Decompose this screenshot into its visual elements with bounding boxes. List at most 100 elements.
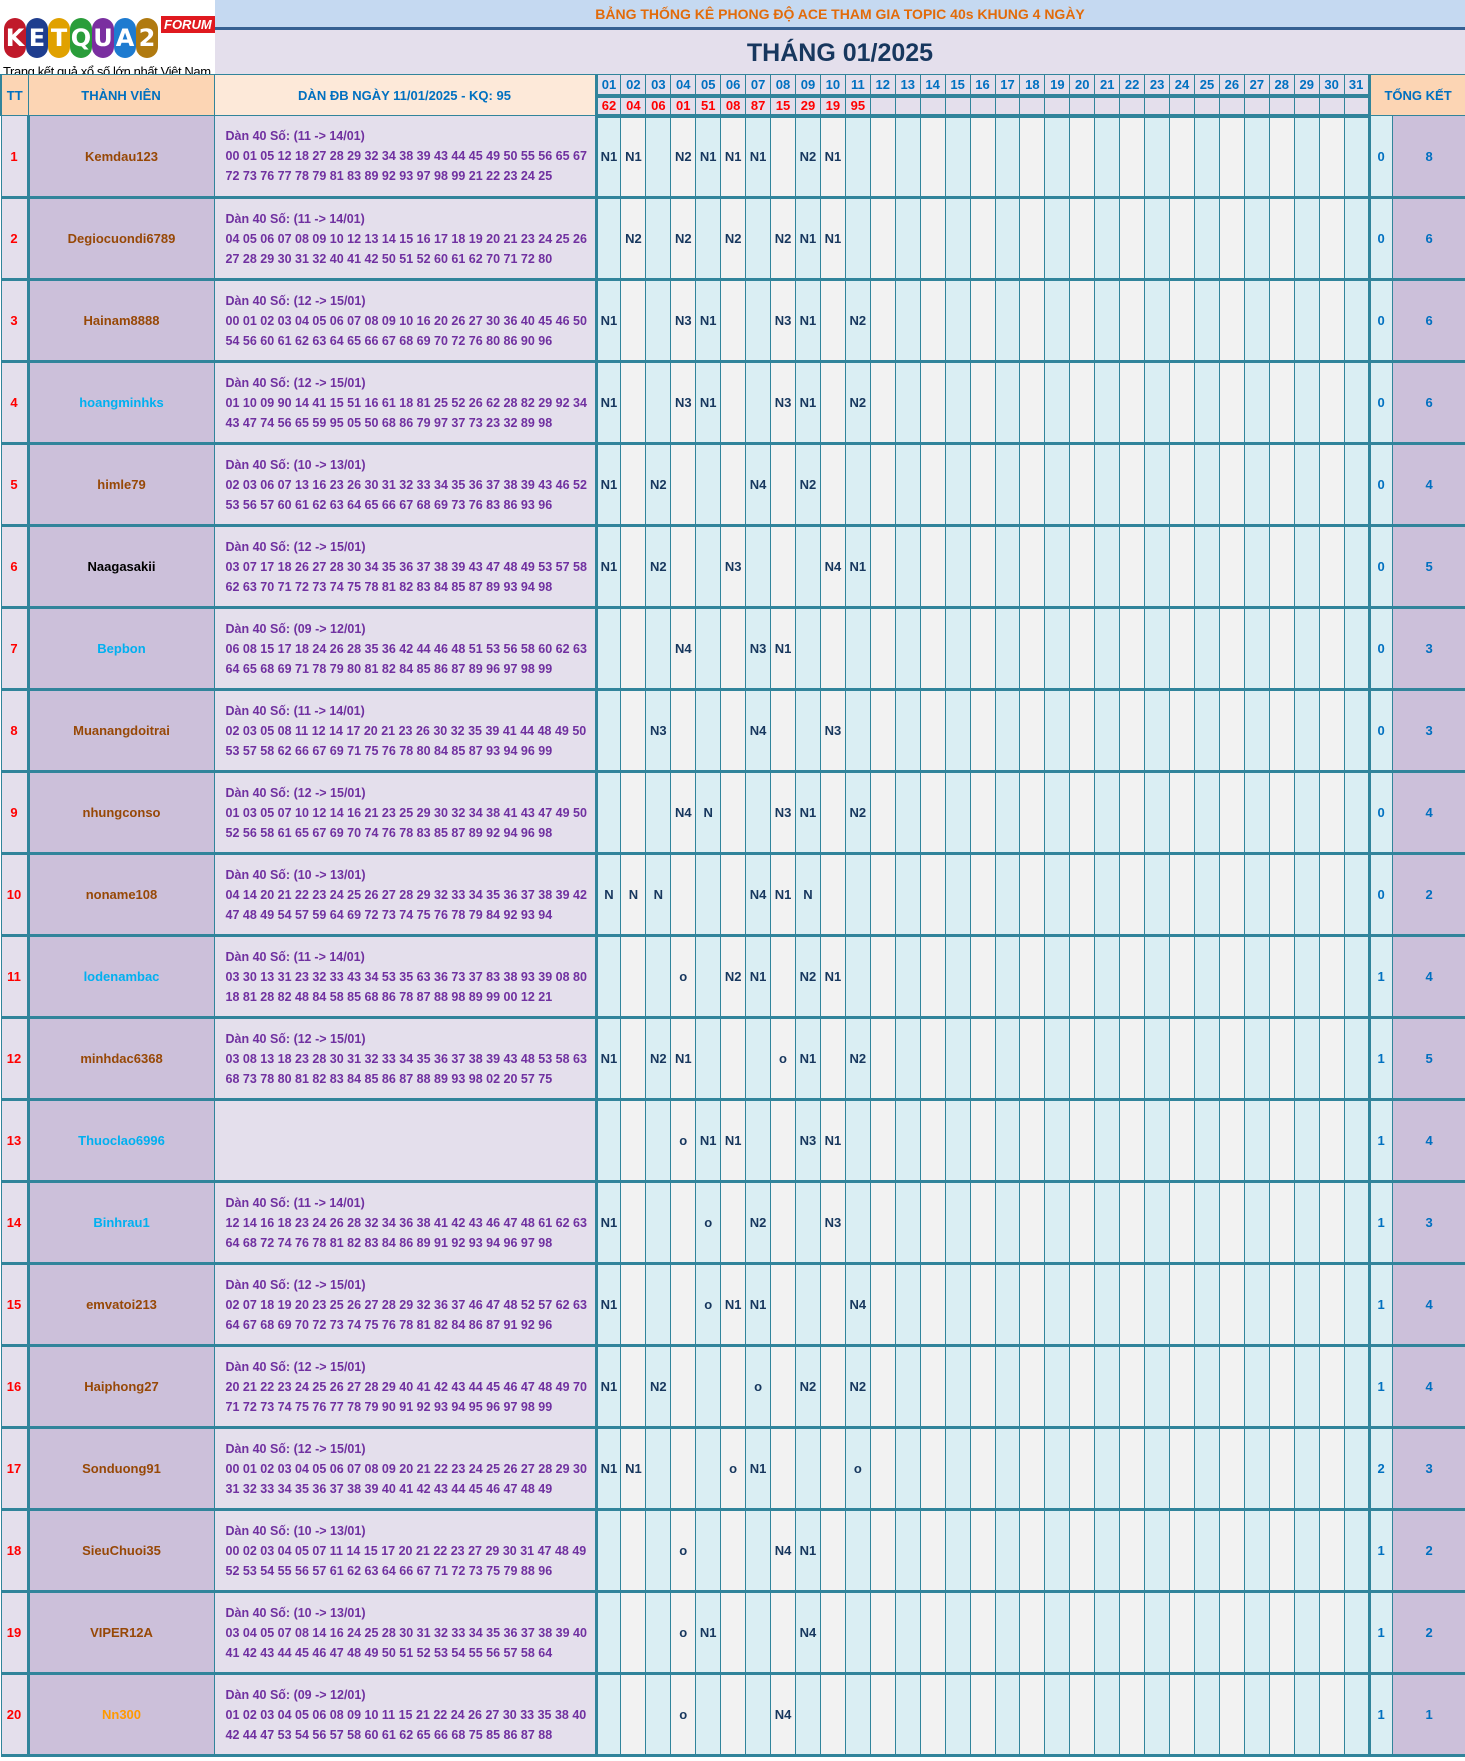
- day-mark: N1: [595, 279, 622, 363]
- day-mark: [1119, 115, 1146, 199]
- member-name[interactable]: Binhrau1: [27, 1181, 215, 1265]
- day-mark: [1044, 1509, 1071, 1593]
- day-mark: [844, 607, 871, 691]
- row-number: 4: [0, 361, 30, 445]
- member-name[interactable]: VIPER12A: [27, 1591, 215, 1675]
- day-mark: [869, 1263, 896, 1347]
- day-mark: [944, 1263, 971, 1347]
- day-mark: N3: [770, 771, 796, 855]
- day-result: [1019, 95, 1046, 118]
- day-mark: o: [670, 935, 697, 1019]
- day-mark: [745, 1673, 772, 1757]
- day-mark: [745, 1017, 772, 1101]
- day-header: 02: [620, 74, 647, 98]
- day-mark: [770, 1181, 796, 1265]
- dan-title: Dàn 40 Số: (12 -> 15/01): [225, 293, 366, 308]
- dan-numbers: 03 04 05 07 08 14 16 24 25 28 30 31 32 3…: [225, 1625, 587, 1660]
- day-mark: N4: [770, 1509, 796, 1593]
- day-mark: [869, 1509, 896, 1593]
- table-row: 6 Naagasakii Dàn 40 Số: (12 -> 15/01) 03 07…: [0, 525, 1465, 609]
- day-mark: [695, 525, 722, 609]
- day-header: 28: [1268, 74, 1295, 98]
- day-mark: [1293, 443, 1320, 527]
- day-result: 06: [645, 95, 672, 118]
- member-name[interactable]: noname108: [27, 853, 215, 937]
- summary-total: 2: [1391, 853, 1465, 937]
- day-mark: N1: [720, 1263, 747, 1347]
- member-name[interactable]: Bepbon: [27, 607, 215, 691]
- day-mark: [994, 853, 1021, 937]
- day-mark: [1044, 853, 1071, 937]
- dan-cell: Dàn 40 Số: (11 -> 14/01) 02 03 05 08 11 1…: [213, 689, 598, 773]
- member-name[interactable]: minhdac6368: [27, 1017, 215, 1101]
- day-mark: [720, 1591, 747, 1675]
- member-name[interactable]: Kemdau123: [27, 115, 215, 199]
- member-name[interactable]: himle79: [27, 443, 215, 527]
- day-mark: [1268, 1263, 1295, 1347]
- row-number: 16: [0, 1345, 30, 1429]
- day-mark: [969, 279, 996, 363]
- day-mark: [1293, 935, 1320, 1019]
- day-mark: [1343, 1099, 1370, 1183]
- day-mark: [869, 853, 896, 937]
- day-mark: [869, 443, 896, 527]
- day-mark: [1094, 1673, 1121, 1757]
- day-mark: [1144, 197, 1171, 281]
- day-mark: [844, 853, 871, 937]
- day-mark: [1169, 279, 1195, 363]
- day-result: 15: [770, 95, 796, 118]
- member-name[interactable]: Naagasakii: [27, 525, 215, 609]
- member-name[interactable]: Haiphong27: [27, 1345, 215, 1429]
- day-mark: [944, 1591, 971, 1675]
- ketqua2-forum-logo[interactable]: K E T Q U A 2 FORUM Trang kết quả xổ số lớn nhất…: [0, 0, 215, 84]
- day-mark: [1293, 607, 1320, 691]
- day-mark: [745, 1099, 772, 1183]
- logo-letter: E: [26, 18, 48, 58]
- day-mark: [1094, 1181, 1121, 1265]
- member-name[interactable]: hoangminhks: [27, 361, 215, 445]
- row-number: 3: [0, 279, 30, 363]
- day-mark: [1019, 197, 1046, 281]
- day-mark: [670, 1345, 697, 1429]
- member-name[interactable]: Thuoclao6996: [27, 1099, 215, 1183]
- member-name[interactable]: emvatoi213: [27, 1263, 215, 1347]
- day-mark: [770, 689, 796, 773]
- member-name[interactable]: SieuChuoi35: [27, 1509, 215, 1593]
- row-number: 17: [0, 1427, 30, 1511]
- day-mark: [620, 689, 647, 773]
- day-mark: [869, 115, 896, 199]
- dan-title: Dàn 40 Số: (11 -> 14/01): [225, 949, 365, 964]
- day-mark: [894, 1017, 921, 1101]
- summary-total: 3: [1391, 689, 1465, 773]
- member-name[interactable]: lodenambac: [27, 935, 215, 1019]
- day-mark: [944, 1673, 971, 1757]
- day-result: [1293, 95, 1320, 118]
- day-header: 13: [894, 74, 921, 98]
- summary-hits: 0: [1367, 689, 1393, 773]
- day-mark: [695, 689, 722, 773]
- summary-hits: 0: [1367, 525, 1393, 609]
- logo-letter: A: [114, 18, 136, 58]
- member-name[interactable]: nhungconso: [27, 771, 215, 855]
- member-name[interactable]: Nn300: [27, 1673, 215, 1757]
- day-mark: [1069, 935, 1096, 1019]
- member-name[interactable]: Degiocuondi6789: [27, 197, 215, 281]
- day-mark: [1243, 525, 1270, 609]
- summary-total: 4: [1391, 443, 1465, 527]
- day-mark: [1144, 1591, 1171, 1675]
- day-mark: [1144, 607, 1171, 691]
- day-mark: [994, 607, 1021, 691]
- day-mark: [1094, 689, 1121, 773]
- day-mark: [1119, 853, 1146, 937]
- day-mark: [795, 689, 821, 773]
- day-mark: [894, 1427, 921, 1511]
- day-mark: [819, 853, 846, 937]
- day-mark: [1094, 607, 1121, 691]
- member-name[interactable]: Muanangdoitrai: [27, 689, 215, 773]
- day-result: 62: [595, 95, 622, 118]
- member-name[interactable]: Hainam8888: [27, 279, 215, 363]
- day-mark: o: [770, 1017, 796, 1101]
- day-mark: [1218, 1345, 1245, 1429]
- member-name[interactable]: Sonduong91: [27, 1427, 215, 1511]
- day-mark: [1119, 1591, 1146, 1675]
